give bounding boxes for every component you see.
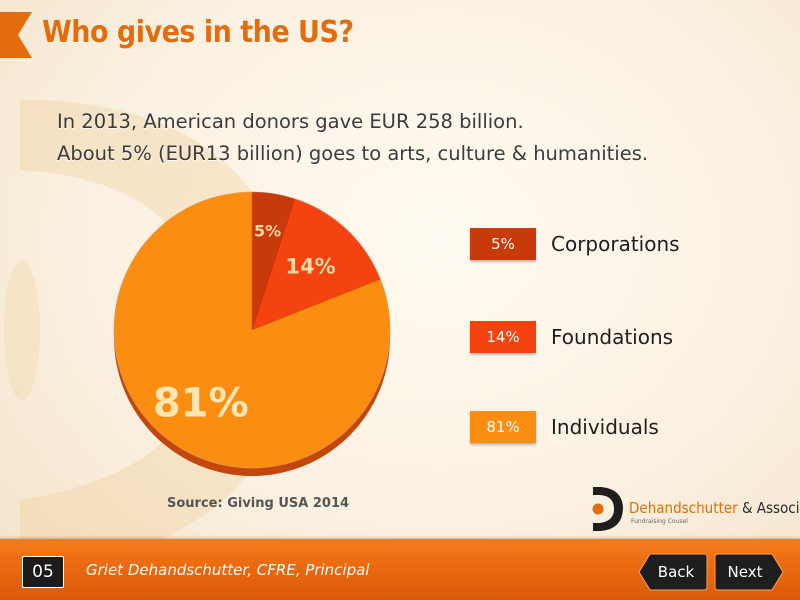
logo-suffix: & Associates — [741, 499, 800, 517]
pie-label-foundations: 14% — [285, 255, 335, 279]
pie-slice-foundations — [251, 198, 381, 331]
legend-swatch: 81% — [470, 411, 536, 443]
logo-wordmark: Dehandschutter & Associates — [629, 499, 800, 517]
chart-source: Source: Giving USA 2014 — [167, 496, 350, 511]
subtitle-line: In 2013, American donors gave EUR 258 bi… — [57, 110, 524, 133]
slide-subtitle: In 2013, American donors gave EUR 258 bi… — [57, 106, 648, 170]
logo-name: Dehandschutter — [629, 499, 738, 517]
legend-label: Corporations — [551, 232, 680, 256]
pie-label-individuals: 81% — [153, 380, 249, 426]
pie-label-corporations: 5% — [254, 221, 281, 240]
back-button[interactable]: Back — [638, 553, 708, 591]
next-label: Next — [727, 563, 763, 581]
slide-title: Who gives in the US? — [42, 15, 354, 50]
legend-swatch: 14% — [470, 321, 536, 353]
pie-slice-individuals — [113, 191, 391, 469]
logo-tagline: Fundraising Cousel — [631, 518, 688, 525]
subtitle-line: About 5% (EUR13 billion) goes to arts, c… — [57, 142, 649, 165]
presenter-name: Griet Dehandschutter, CFRE, Principal — [86, 561, 370, 579]
title-ribbon-icon — [0, 12, 32, 58]
logo-d-icon — [592, 487, 623, 531]
title-bar: Who gives in the US? — [0, 12, 800, 58]
legend-item-individuals: 81% Individuals — [470, 411, 790, 443]
next-button[interactable]: Next — [714, 553, 784, 591]
legend-item-foundations: 14% Foundations — [470, 321, 790, 353]
next-arrow-shape — [714, 553, 784, 591]
company-logo: Dehandschutter & Associates Fundraising … — [589, 485, 800, 533]
legend-swatch: 5% — [470, 228, 536, 260]
legend-item-corporations: 5% Corporations — [470, 228, 790, 260]
pie-outline — [113, 191, 391, 469]
legend-label: Foundations — [551, 325, 674, 349]
back-label: Back — [657, 563, 695, 581]
back-arrow-shape — [638, 553, 708, 591]
legend-label: Individuals — [551, 415, 659, 439]
footer-bar: 05 Griet Dehandschutter, CFRE, Principal… — [0, 539, 800, 600]
page-number: 05 — [22, 556, 64, 588]
